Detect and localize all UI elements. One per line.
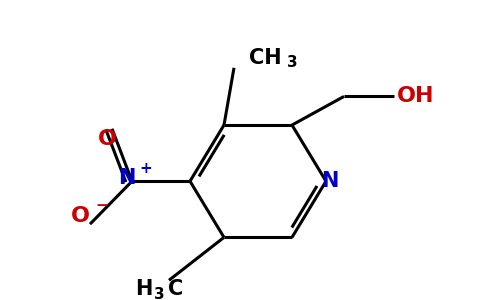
Text: O: O xyxy=(97,129,117,149)
Text: CH: CH xyxy=(249,48,282,68)
Text: C: C xyxy=(168,279,183,299)
Text: H: H xyxy=(136,279,152,299)
Text: N: N xyxy=(321,171,339,191)
Text: O: O xyxy=(71,206,90,226)
Text: +: + xyxy=(139,161,152,176)
Text: −: − xyxy=(96,198,108,213)
Text: OH: OH xyxy=(397,86,435,106)
Text: 3: 3 xyxy=(154,286,164,300)
Text: N: N xyxy=(118,168,136,188)
Text: 3: 3 xyxy=(287,56,298,70)
